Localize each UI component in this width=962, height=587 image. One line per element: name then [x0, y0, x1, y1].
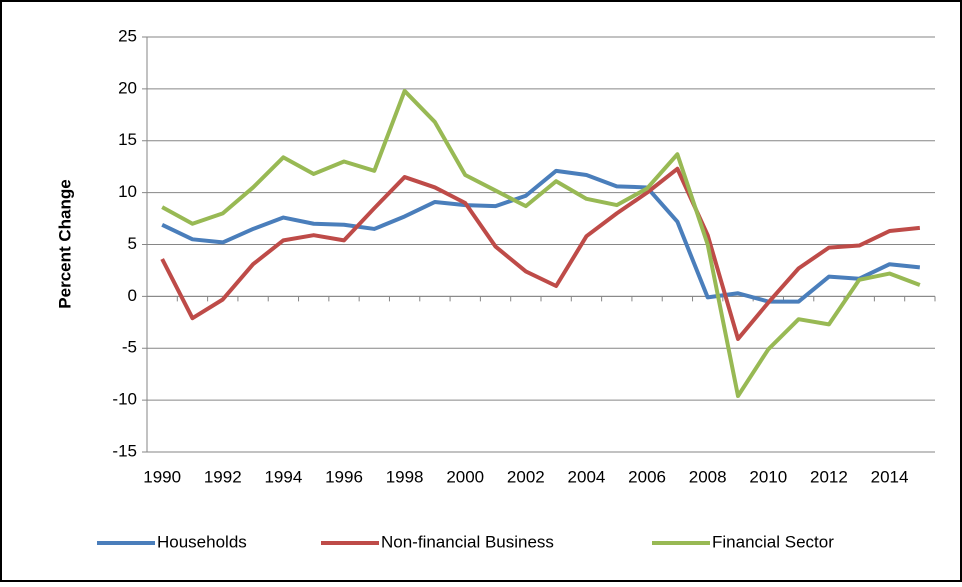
legend-label: Households — [157, 532, 247, 551]
y-tick-label: 25 — [118, 26, 137, 45]
y-tick-label: -10 — [112, 390, 137, 409]
y-axis-label: Percent Change — [55, 179, 74, 308]
x-tick-label: 2014 — [871, 467, 909, 486]
x-tick-label: 2008 — [689, 467, 727, 486]
y-tick-label: -15 — [112, 441, 137, 460]
y-tick-label: 15 — [118, 130, 137, 149]
x-tick-label: 1992 — [204, 467, 242, 486]
x-tick-label: 2006 — [628, 467, 666, 486]
series-line — [161, 168, 921, 304]
x-tick-label: 2010 — [749, 467, 787, 486]
y-tick-label: 20 — [118, 78, 137, 97]
x-tick-label: 2002 — [507, 467, 545, 486]
series-line — [161, 88, 921, 398]
series-line — [160, 166, 921, 341]
y-tick-label: 5 — [128, 234, 137, 253]
y-tick-label: 10 — [118, 182, 137, 201]
legend-label: Financial Sector — [712, 532, 834, 551]
x-tick-label: 1998 — [386, 467, 424, 486]
x-tick-label: 2012 — [810, 467, 848, 486]
x-tick-label: 1996 — [325, 467, 363, 486]
x-tick-label: 1990 — [143, 467, 181, 486]
x-tick-label: 2000 — [446, 467, 484, 486]
legend-label: Non-financial Business — [381, 532, 554, 551]
x-tick-label: 2004 — [568, 467, 606, 486]
y-tick-label: 0 — [128, 286, 137, 305]
x-tick-label: 1994 — [264, 467, 302, 486]
y-tick-label: -5 — [122, 338, 137, 357]
